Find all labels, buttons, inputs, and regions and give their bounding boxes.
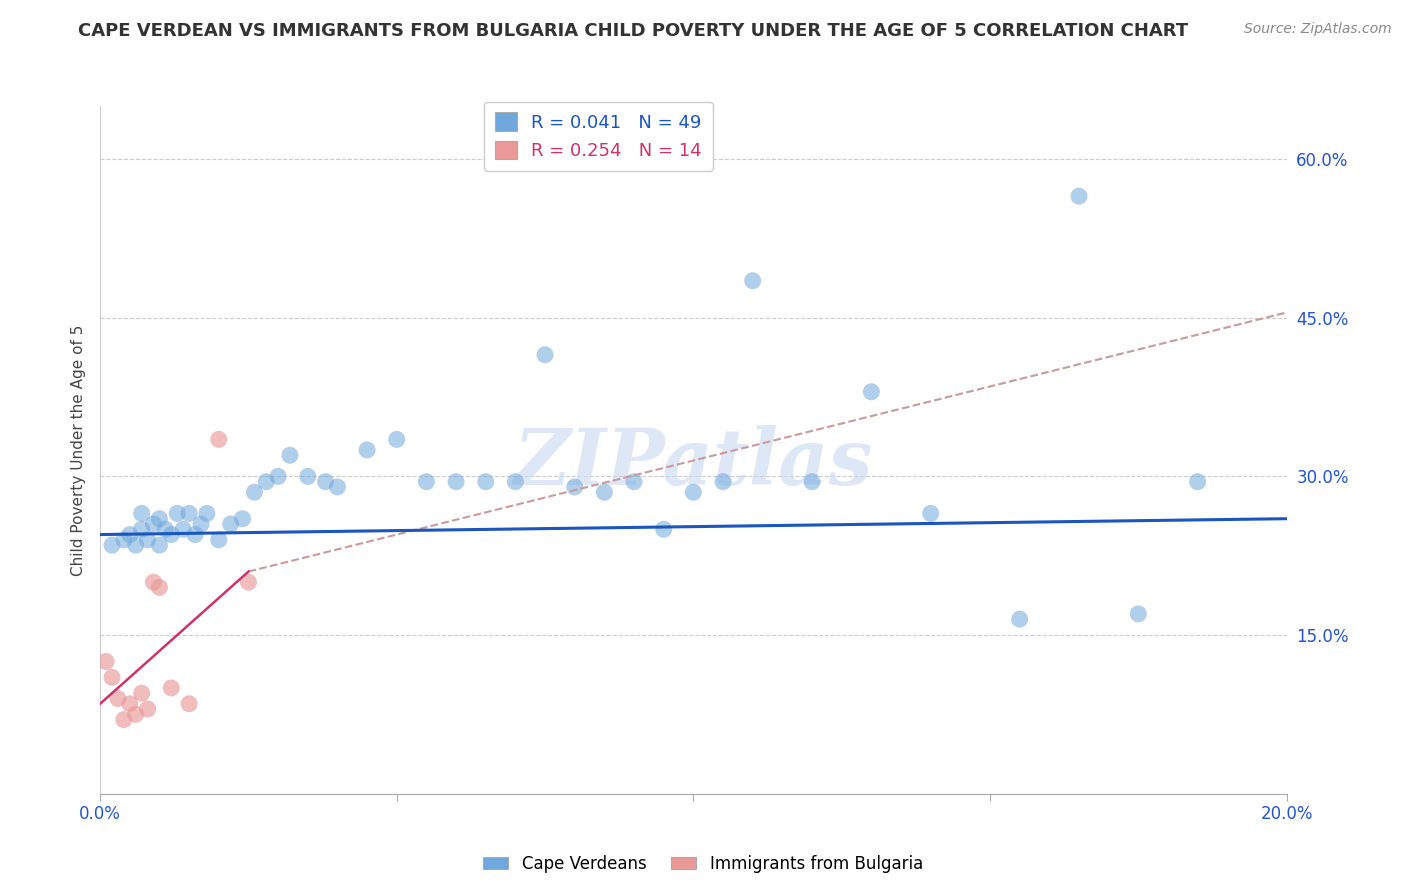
Point [172, 522, 194, 536]
Point [564, 480, 586, 494]
Point [623, 475, 645, 489]
Point [131, 686, 153, 700]
Point [711, 475, 734, 489]
Point [238, 575, 260, 590]
Point [415, 475, 437, 489]
Point [297, 469, 319, 483]
Point [1128, 607, 1150, 621]
Legend: Cape Verdeans, Immigrants from Bulgaria: Cape Verdeans, Immigrants from Bulgaria [477, 848, 929, 880]
Point [534, 348, 557, 362]
Point [243, 485, 266, 500]
Point [131, 522, 153, 536]
Point [219, 516, 242, 531]
Point [385, 433, 408, 447]
Point [682, 485, 704, 500]
Point [155, 522, 177, 536]
Point [208, 533, 231, 547]
Point [326, 480, 349, 494]
Point [208, 433, 231, 447]
Point [142, 516, 165, 531]
Point [1187, 475, 1209, 489]
Y-axis label: Child Poverty Under the Age of 5: Child Poverty Under the Age of 5 [72, 325, 86, 575]
Point [315, 475, 337, 489]
Point [860, 384, 883, 399]
Point [148, 511, 170, 525]
Point [254, 475, 277, 489]
Point [505, 475, 527, 489]
Point [136, 533, 159, 547]
Point [1008, 612, 1031, 626]
Legend: R = 0.041   N = 49, R = 0.254   N = 14: R = 0.041 N = 49, R = 0.254 N = 14 [484, 102, 713, 171]
Point [652, 522, 675, 536]
Point [184, 527, 207, 541]
Point [920, 507, 942, 521]
Text: ZIPatlas: ZIPatlas [513, 425, 873, 502]
Point [278, 448, 301, 462]
Point [741, 274, 763, 288]
Point [94, 655, 117, 669]
Point [801, 475, 824, 489]
Point [125, 538, 148, 552]
Point [474, 475, 496, 489]
Point [125, 707, 148, 722]
Point [267, 469, 290, 483]
Point [166, 507, 188, 521]
Point [118, 527, 141, 541]
Text: CAPE VERDEAN VS IMMIGRANTS FROM BULGARIA CHILD POVERTY UNDER THE AGE OF 5 CORREL: CAPE VERDEAN VS IMMIGRANTS FROM BULGARIA… [77, 22, 1188, 40]
Point [136, 702, 159, 716]
Point [444, 475, 467, 489]
Point [101, 670, 124, 684]
Text: Source: ZipAtlas.com: Source: ZipAtlas.com [1244, 22, 1392, 37]
Point [131, 507, 153, 521]
Point [118, 697, 141, 711]
Point [231, 511, 253, 525]
Point [190, 516, 212, 531]
Point [195, 507, 218, 521]
Point [142, 575, 165, 590]
Point [593, 485, 616, 500]
Point [1067, 189, 1090, 203]
Point [160, 681, 183, 695]
Point [356, 442, 378, 457]
Point [148, 581, 170, 595]
Point [107, 691, 129, 706]
Point [148, 538, 170, 552]
Point [101, 538, 124, 552]
Point [179, 507, 201, 521]
Point [160, 527, 183, 541]
Point [112, 713, 135, 727]
Point [112, 533, 135, 547]
Point [179, 697, 201, 711]
